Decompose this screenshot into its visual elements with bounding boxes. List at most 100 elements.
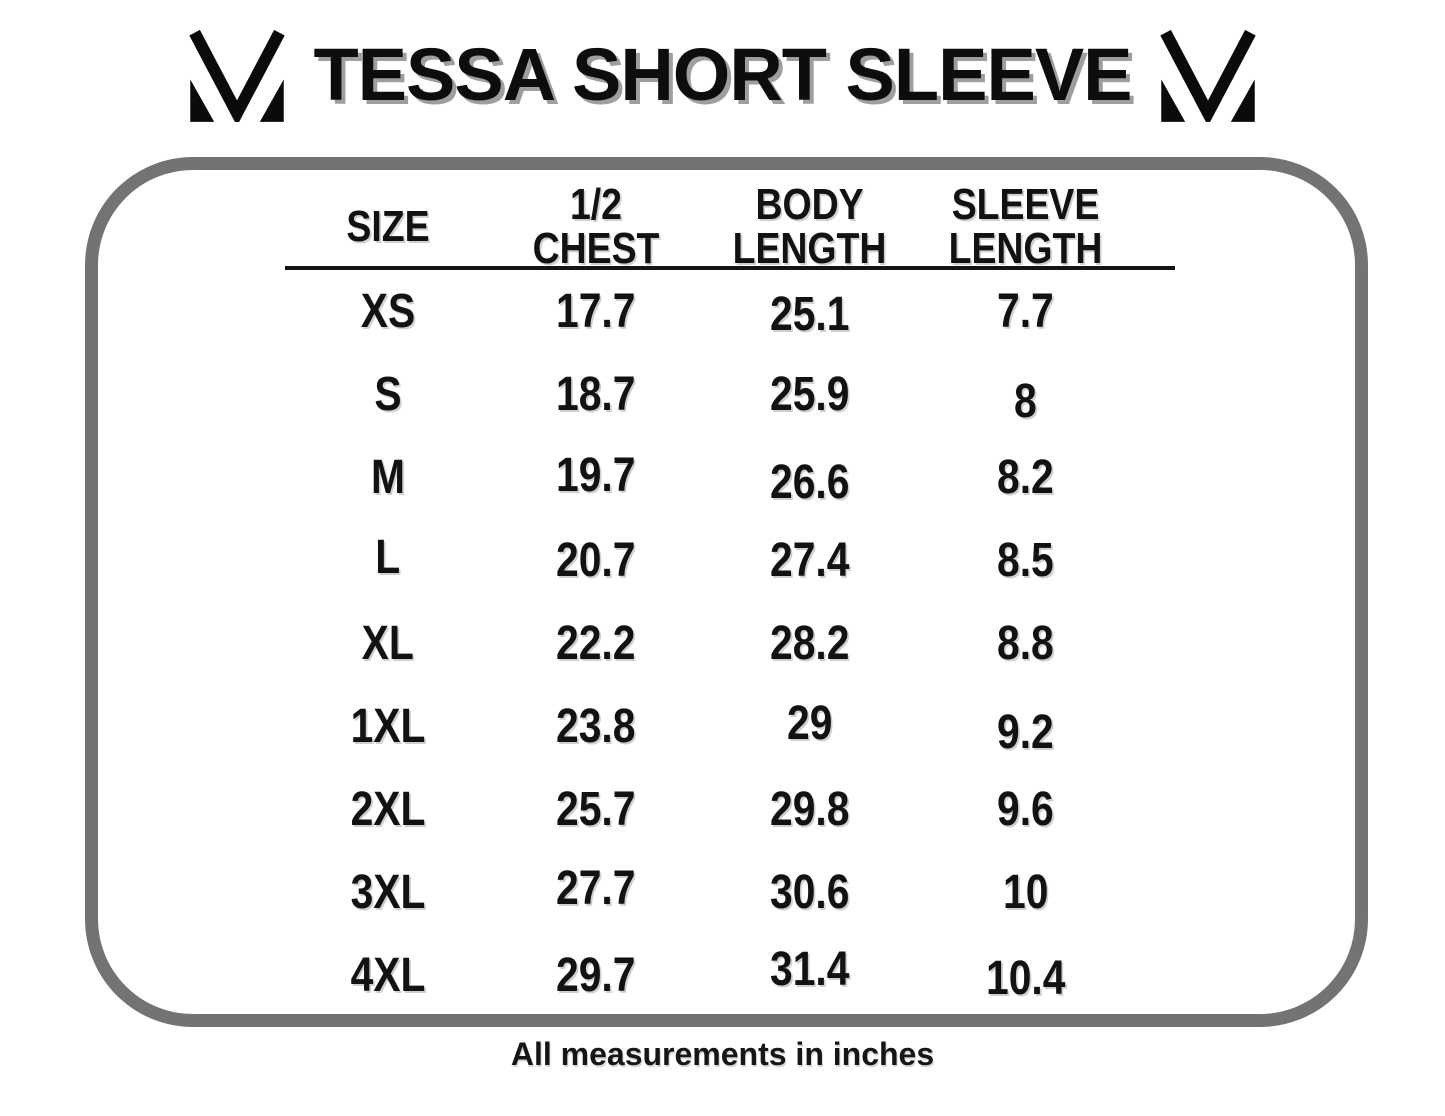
half-chest-cell: 19.7 (491, 448, 701, 503)
size-row-xl: XL 22.2 28.2 8.8 (285, 602, 1175, 685)
sleeve-length-cell: 8.2 (918, 450, 1133, 505)
sleeve-length-cell: 10 (918, 865, 1133, 920)
sleeve-length-cell: 8 (918, 374, 1133, 429)
cell-value: 10.4 (985, 952, 1066, 1005)
sleeve-length-cell: 8.8 (918, 616, 1133, 671)
half-chest-cell: 25.7 (491, 782, 701, 837)
cell-value: L (375, 531, 401, 584)
cell-value: 23.8 (556, 700, 636, 753)
cell-value: 19.7 (556, 449, 636, 502)
body-length-cell: 26.6 (701, 455, 918, 510)
half-chest-cell: 20.7 (491, 533, 701, 588)
sleeve-length-cell: 9.2 (918, 705, 1133, 760)
cell-value: 20.7 (556, 534, 636, 587)
header-underline (285, 266, 1175, 270)
body-length-cell: 25.1 (701, 287, 918, 342)
cell-value: 25.7 (556, 783, 636, 836)
cell-value: 17.7 (556, 285, 636, 338)
size-cell: 2XL (285, 782, 491, 837)
size-row-2xl: 2XL 25.7 29.8 9.6 (285, 768, 1175, 851)
table-body: XS 17.7 25.1 7.7 S 18.7 25.9 8 M 19.7 26… (285, 270, 1175, 1017)
cell-value: 29 (786, 697, 833, 750)
size-cell: 1XL (285, 699, 491, 754)
cell-value: 31.4 (769, 943, 850, 996)
cell-value: 18.7 (556, 368, 636, 421)
column-header-size: SIZE (285, 205, 491, 249)
body-length-cell: 27.4 (701, 533, 918, 588)
cell-value: S (374, 368, 402, 421)
half-chest-cell: 22.2 (491, 616, 701, 671)
brand-m-logo-icon-left (187, 26, 287, 122)
column-header-half-chest: 1/2 CHEST (491, 183, 701, 271)
cell-value: 30.6 (769, 866, 850, 919)
cell-value: 3XL (350, 866, 426, 919)
size-cell: L (285, 530, 491, 585)
half-chest-cell: 23.8 (491, 699, 701, 754)
size-row-4xl: 4XL 29.7 31.4 10.4 (285, 934, 1175, 1017)
body-length-cell: 30.6 (701, 865, 918, 920)
column-header-body-length: BODY LENGTH (701, 183, 918, 271)
size-chart-table: SIZE 1/2 CHEST BODY LENGTH SLEEVE LENGTH… (285, 183, 1175, 1017)
cell-value: 29.8 (769, 783, 850, 836)
column-header-label: LENGTH (732, 224, 887, 273)
column-header-label: 1/2 CHEST (532, 180, 660, 273)
size-row-m: M 19.7 26.6 8.2 (285, 436, 1175, 519)
body-length-cell: 29 (701, 696, 918, 751)
page-title: TESSA SHORT SLEEVE (313, 32, 1132, 116)
cell-value: 26.6 (769, 456, 850, 509)
cell-value: 10 (1002, 866, 1049, 919)
sleeve-length-cell: 10.4 (918, 951, 1133, 1006)
size-cell: S (285, 367, 491, 422)
half-chest-cell: 18.7 (491, 367, 701, 422)
half-chest-cell: 17.7 (491, 284, 701, 339)
size-row-3xl: 3XL 27.7 30.6 10 (285, 851, 1175, 934)
size-row-xs: XS 17.7 25.1 7.7 (285, 270, 1175, 353)
table-header-row: SIZE 1/2 CHEST BODY LENGTH SLEEVE LENGTH (285, 183, 1175, 271)
body-length-cell: 28.2 (701, 616, 918, 671)
cell-value: 9.6 (997, 783, 1054, 836)
size-cell: M (285, 450, 491, 505)
column-header-label: BODY (755, 180, 864, 229)
size-row-l: L 20.7 27.4 8.5 (285, 519, 1175, 602)
cell-value: M (370, 451, 405, 504)
footnote: All measurements in inches (510, 1036, 935, 1072)
cell-value: 2XL (350, 783, 426, 836)
sleeve-length-cell: 9.6 (918, 782, 1133, 837)
column-header-label: LENGTH (948, 224, 1103, 273)
cell-value: 27.7 (556, 862, 636, 915)
cell-value: 7.7 (997, 285, 1054, 338)
size-cell: 4XL (285, 948, 491, 1003)
size-cell: XL (285, 616, 491, 671)
body-length-cell: 31.4 (701, 942, 918, 997)
cell-value: 1XL (350, 700, 426, 753)
cell-value: 25.9 (769, 368, 850, 421)
cell-value: 8.5 (997, 534, 1054, 587)
cell-value: 22.2 (556, 617, 636, 670)
cell-value: XS (360, 285, 416, 338)
brand-m-logo-icon-right (1158, 26, 1258, 122)
size-chart-panel (85, 157, 1368, 1027)
column-header-label: SIZE (346, 202, 430, 251)
column-header-sleeve-length: SLEEVE LENGTH (918, 183, 1133, 271)
half-chest-cell: 29.7 (491, 948, 701, 1003)
sleeve-length-cell: 8.5 (918, 533, 1133, 588)
half-chest-cell: 27.7 (491, 861, 701, 916)
body-length-cell: 25.9 (701, 367, 918, 422)
cell-value: 27.4 (769, 534, 850, 587)
cell-value: 8.8 (997, 617, 1054, 670)
column-header-label: SLEEVE (951, 180, 1100, 229)
header: TESSA SHORT SLEEVE (0, 22, 1445, 126)
body-length-cell: 29.8 (701, 782, 918, 837)
size-row-s: S 18.7 25.9 8 (285, 353, 1175, 436)
size-cell: 3XL (285, 865, 491, 920)
cell-value: 8 (1014, 375, 1037, 428)
cell-value: 9.2 (997, 706, 1054, 759)
size-row-1xl: 1XL 23.8 29 9.2 (285, 685, 1175, 768)
cell-value: 4XL (350, 949, 426, 1002)
sleeve-length-cell: 7.7 (918, 284, 1133, 339)
cell-value: 8.2 (997, 451, 1054, 504)
size-cell: XS (285, 284, 491, 339)
cell-value: XL (361, 617, 415, 670)
cell-value: 29.7 (556, 949, 636, 1002)
